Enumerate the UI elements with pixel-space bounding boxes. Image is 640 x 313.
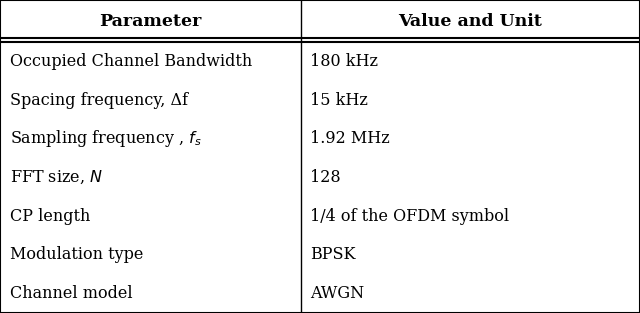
Text: 128: 128 [310,169,341,186]
Text: Value and Unit: Value and Unit [399,13,542,30]
Text: Parameter: Parameter [99,13,202,30]
Text: Channel model: Channel model [10,285,132,302]
Text: 1.92 MHz: 1.92 MHz [310,131,390,147]
Text: Modulation type: Modulation type [10,246,143,264]
Text: 180 kHz: 180 kHz [310,53,378,70]
Text: 1/4 of the OFDM symbol: 1/4 of the OFDM symbol [310,208,509,225]
Text: 15 kHz: 15 kHz [310,92,368,109]
Text: Sampling frequency , $f_s$: Sampling frequency , $f_s$ [10,128,201,149]
Text: FFT size, $N$: FFT size, $N$ [10,169,102,186]
Text: Spacing frequency, Δf: Spacing frequency, Δf [10,92,188,109]
Text: BPSK: BPSK [310,246,356,264]
Text: Occupied Channel Bandwidth: Occupied Channel Bandwidth [10,53,252,70]
Text: CP length: CP length [10,208,90,225]
Text: AWGN: AWGN [310,285,365,302]
